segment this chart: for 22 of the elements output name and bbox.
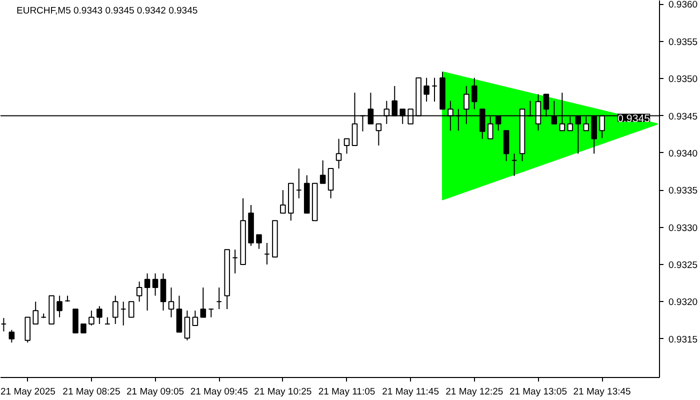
y-tick-label: 0.9360 [668,0,698,11]
y-tick-label: 0.9330 [668,222,698,234]
y-tick-label: 0.9355 [668,36,698,48]
x-tick-label: 21 May 08:25 [62,386,120,398]
y-tick-label: 0.9315 [668,334,698,346]
x-tick-label: 21 May 09:05 [126,386,184,398]
x-tick-label: 21 May 13:05 [509,386,568,398]
y-tick-label: 0.9320 [668,297,698,308]
x-tick-label: 21 May 11:05 [318,386,376,398]
x-tick-label: 21 May 13:45 [573,386,631,398]
y-tick-label: 0.9350 [668,74,698,86]
x-tick-label: 21 May 2025 [0,386,56,398]
y-tick-label: 0.9340 [668,148,698,160]
ref-line-label: 0.9345 [618,112,650,125]
x-tick-label: 21 May 11:45 [382,386,440,398]
x-tick-label: 21 May 09:45 [190,386,248,398]
x-tick-label: 21 May 10:25 [254,386,312,398]
y-tick-label: 0.9345 [668,111,698,122]
y-tick-label: 0.9325 [668,260,698,271]
y-tick-label: 0.9335 [668,186,698,197]
text: EURCHF,M5 0.9343 0.9345 0.9342 0.9345 [16,6,198,16]
x-tick-label: 21 May 12:25 [446,386,504,398]
